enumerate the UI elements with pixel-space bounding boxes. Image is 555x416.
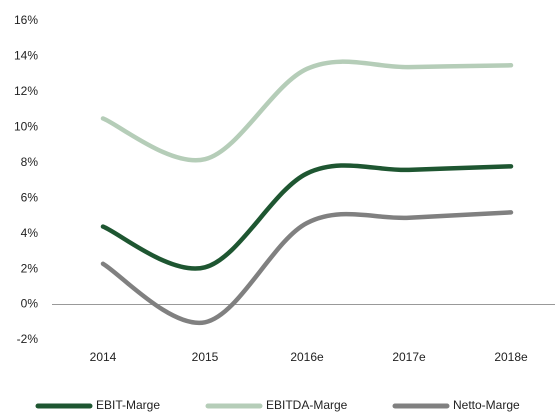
series-line <box>100 163 514 271</box>
x-tick-label: 2017e <box>392 350 426 364</box>
y-tick-label: -2% <box>17 332 39 346</box>
y-tick-label: 14% <box>14 49 38 63</box>
legend-label: Netto-Marge <box>453 398 520 412</box>
series-line <box>100 210 514 325</box>
x-tick-label: 2015 <box>192 350 219 364</box>
y-tick-label: 2% <box>21 261 39 275</box>
series-line <box>100 59 514 163</box>
legend-label: EBIT-Marge <box>96 398 160 412</box>
y-tick-label: 10% <box>14 120 38 134</box>
y-tick-label: 8% <box>21 155 39 169</box>
x-tick-label: 2014 <box>90 350 117 364</box>
x-tick-label: 2018e <box>494 350 528 364</box>
y-tick-label: 6% <box>21 190 39 204</box>
y-tick-label: 12% <box>14 84 38 98</box>
y-tick-label: 16% <box>14 13 38 27</box>
legend-label: EBITDA-Marge <box>266 398 348 412</box>
x-tick-label: 2016e <box>290 350 324 364</box>
y-tick-label: 0% <box>21 297 39 311</box>
y-tick-label: 4% <box>21 226 39 240</box>
